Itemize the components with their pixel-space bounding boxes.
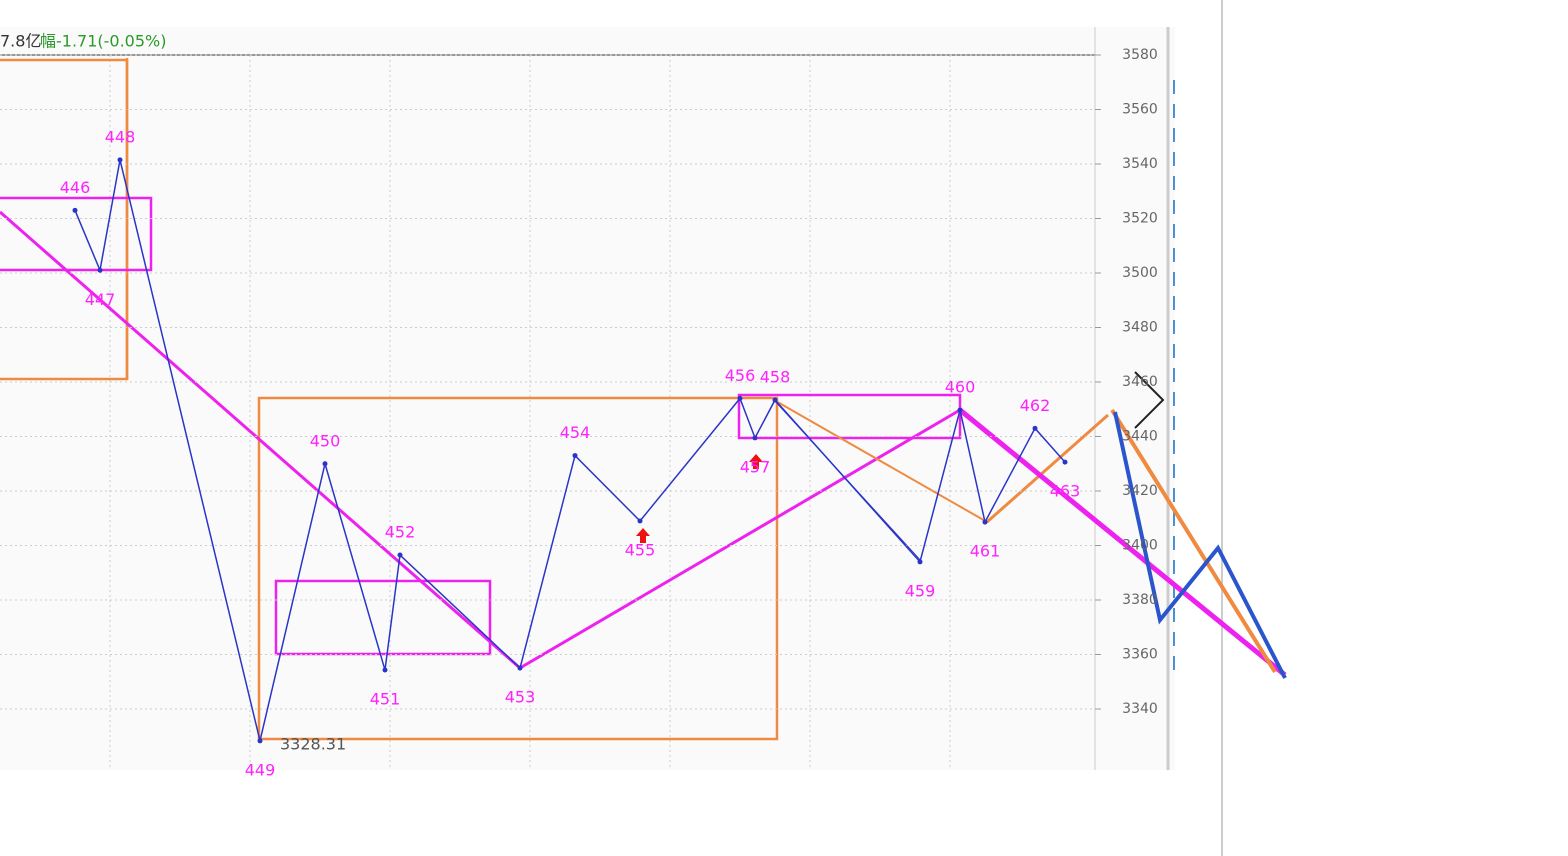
pivot-point <box>772 397 778 403</box>
pivot-label: 446 <box>60 178 91 197</box>
y-tick-label: 3540 <box>1122 156 1158 172</box>
pivot-point <box>517 665 523 671</box>
y-tick-label: 3400 <box>1122 538 1158 554</box>
vertical-grid <box>109 55 951 770</box>
pivot-label: 450 <box>310 431 341 450</box>
zigzag-line <box>74 159 1066 742</box>
pivot-point <box>322 461 328 467</box>
annotation-boxes <box>0 58 962 741</box>
pivot-label: 459 <box>905 581 936 600</box>
y-tick-label: 3480 <box>1122 320 1158 336</box>
y-tick-label: 3560 <box>1122 102 1158 118</box>
pivot-label: 456 <box>725 366 756 385</box>
pivot-point <box>72 207 78 213</box>
signal-arrows <box>636 454 763 543</box>
pivot-label: 451 <box>370 690 401 709</box>
pivot-point <box>917 559 923 565</box>
y-tick-label: 3440 <box>1122 429 1158 445</box>
pivot-point <box>957 407 963 413</box>
pivot-label: 463 <box>1050 482 1081 501</box>
pivot-label: 458 <box>760 367 791 386</box>
pivot-label: 457 <box>740 457 771 476</box>
pivot-point <box>1032 425 1038 431</box>
header-text: 7.8亿 <box>0 32 41 51</box>
pivot-point <box>572 453 578 459</box>
y-tick-label: 3420 <box>1122 483 1158 499</box>
pivot-point <box>257 738 263 744</box>
y-tick-label: 3340 <box>1122 701 1158 717</box>
pivot-point <box>382 667 388 673</box>
pivot-point <box>637 518 643 524</box>
pivot-point <box>752 435 758 441</box>
y-tick-label: 3380 <box>1122 592 1158 608</box>
pivot-label: 454 <box>560 423 591 442</box>
pivot-label: 461 <box>970 542 1001 561</box>
pivot-label: 455 <box>625 540 656 559</box>
trend-lines <box>0 210 1287 679</box>
y-tick-label: 3360 <box>1122 647 1158 663</box>
pivot-label: 447 <box>85 290 116 309</box>
pivot-label: 462 <box>1020 396 1051 415</box>
y-tick-label: 3580 <box>1122 47 1158 63</box>
pivot-label: 453 <box>505 688 536 707</box>
pivot-point <box>397 552 403 558</box>
pivot-point <box>737 395 743 401</box>
low-price-label: 3328.31 <box>280 734 346 753</box>
y-tick-label: 3500 <box>1122 265 1158 281</box>
pivot-point <box>982 519 988 525</box>
y-tick-label: 3460 <box>1122 374 1158 390</box>
change-label: 幅-1.71(-0.05%) <box>40 32 167 51</box>
pivot-label: 452 <box>385 523 416 542</box>
y-tick-label: 3520 <box>1122 211 1158 227</box>
pivot-label: 449 <box>245 760 276 779</box>
pivot-label: 448 <box>105 127 136 146</box>
pivot-label: 460 <box>945 378 976 397</box>
pivot-point <box>117 157 123 163</box>
pivot-point <box>97 267 103 273</box>
pivot-point <box>1062 459 1068 465</box>
